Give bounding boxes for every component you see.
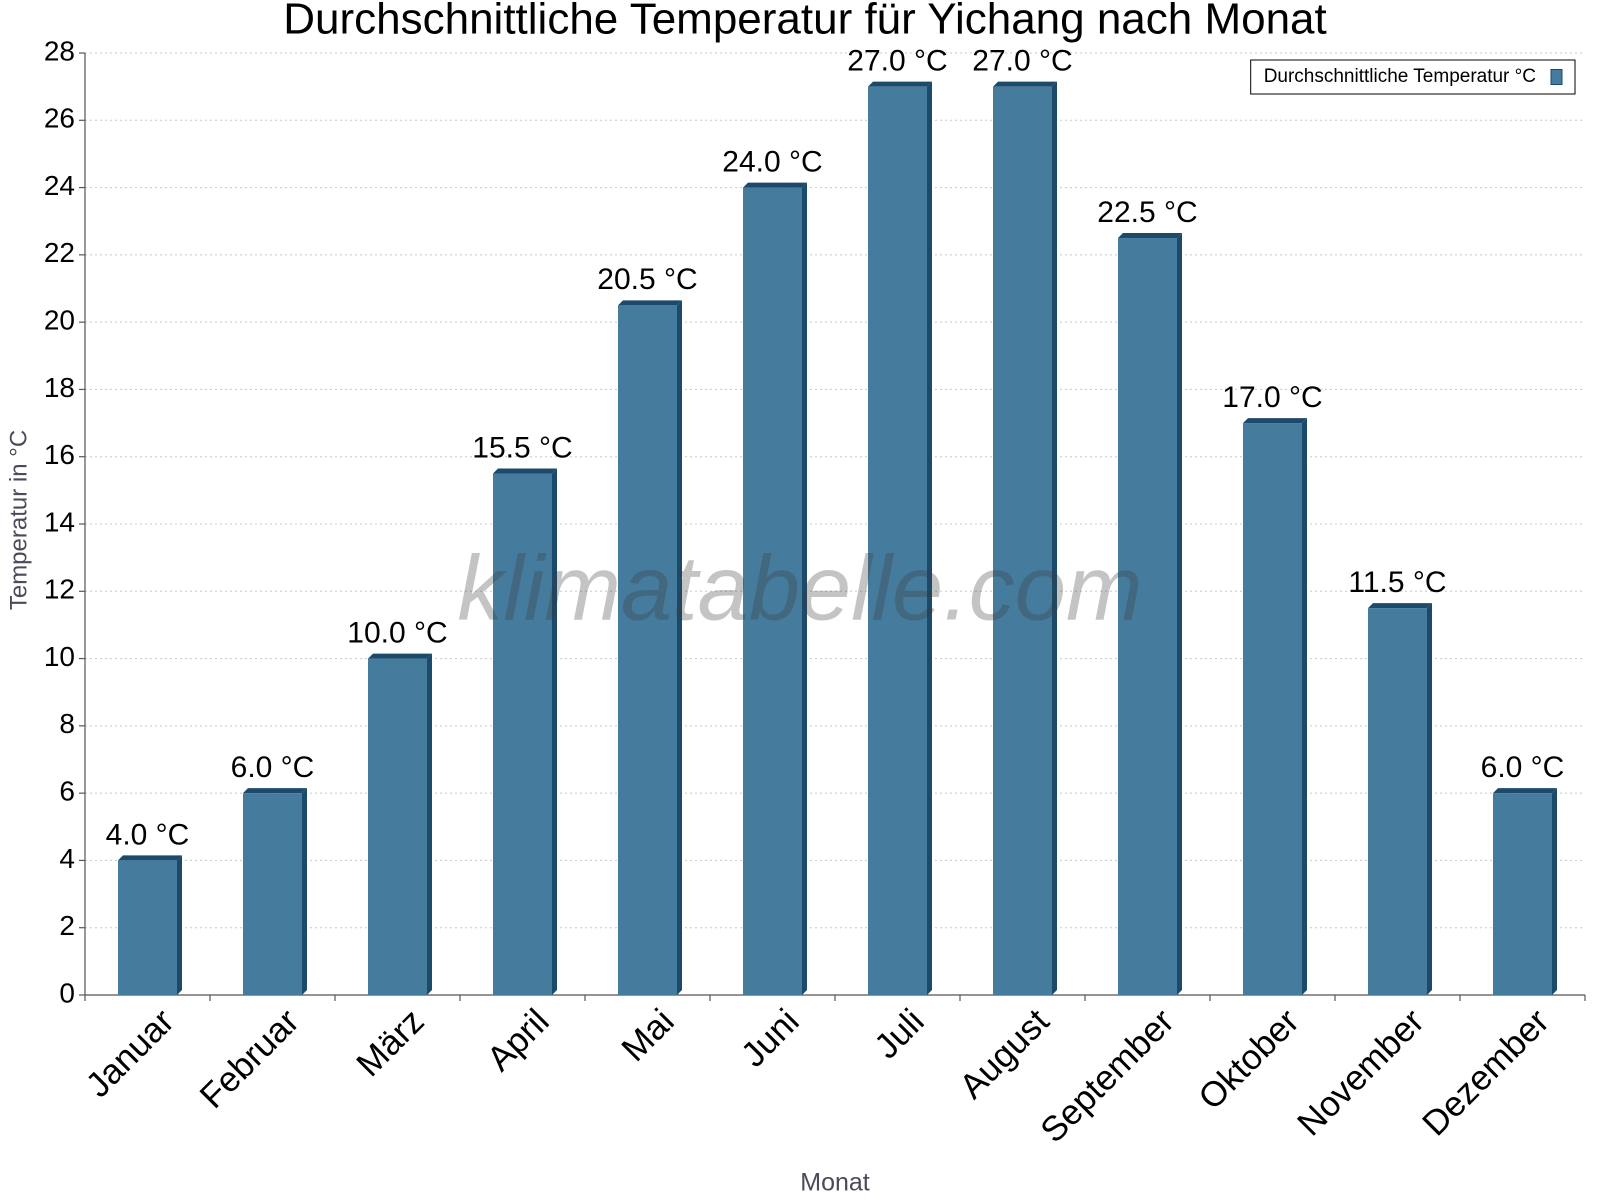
bar [118, 860, 177, 995]
bar [1243, 423, 1302, 996]
bar [1118, 238, 1177, 996]
y-axis-title: Temperatur in °C [5, 430, 32, 610]
bar-top [1368, 603, 1432, 609]
bar-top [868, 81, 932, 87]
bar [618, 305, 677, 996]
chart-title: Durchschnittliche Temperatur für Yichang… [283, 0, 1327, 44]
bar-top [1243, 418, 1307, 424]
bar-top [993, 81, 1057, 87]
value-label: 27.0 °C [972, 45, 1072, 78]
y-tick-label: 26 [44, 103, 75, 134]
y-tick-label: 14 [44, 506, 75, 537]
y-tick-label: 8 [59, 708, 75, 739]
legend-swatch [1550, 69, 1563, 85]
x-axis-title: Monat [800, 1169, 870, 1197]
value-label: 20.5 °C [597, 263, 697, 296]
y-tick-label: 18 [44, 372, 75, 403]
value-label: 6.0 °C [1481, 751, 1565, 784]
y-tick-label: 2 [59, 910, 75, 941]
value-label: 17.0 °C [1222, 381, 1322, 414]
bar [243, 793, 302, 995]
value-label: 10.0 °C [347, 616, 447, 649]
bar-side [927, 81, 932, 995]
bar-top [243, 788, 307, 794]
y-tick-label: 22 [44, 237, 75, 268]
bar-top [743, 182, 807, 188]
value-label: 27.0 °C [847, 45, 947, 78]
value-label: 22.5 °C [1097, 196, 1197, 229]
bar [743, 187, 802, 996]
bar-side [1427, 603, 1432, 995]
y-tick-label: 6 [59, 776, 75, 807]
bar [1493, 793, 1552, 995]
value-label: 11.5 °C [1348, 566, 1446, 599]
bar-top [118, 855, 182, 861]
bar-side [302, 788, 307, 995]
y-tick-label: 4 [59, 843, 75, 874]
bar [493, 473, 552, 995]
bar-side [552, 468, 557, 995]
bar-top [1118, 233, 1182, 239]
bar-side [1552, 788, 1557, 995]
bar-side [177, 855, 182, 995]
y-tick-label: 28 [44, 35, 75, 66]
bar [1368, 608, 1427, 995]
bar-top [368, 653, 432, 659]
watermark: klimatabelle.com [457, 537, 1142, 639]
y-tick-label: 20 [44, 305, 75, 336]
bar-side [677, 300, 682, 996]
bar-side [1052, 81, 1057, 995]
y-tick-label: 12 [44, 574, 75, 605]
y-tick-label: 0 [59, 977, 75, 1008]
bar-side [1177, 233, 1182, 996]
bar-side [427, 653, 432, 995]
y-tick-label: 16 [44, 439, 75, 470]
bar-top [1493, 788, 1557, 794]
bar [368, 658, 427, 995]
legend-box [1250, 59, 1576, 95]
value-label: 6.0 °C [231, 751, 315, 784]
y-tick-label: 24 [44, 170, 75, 201]
bar-side [802, 182, 807, 996]
y-tick-label: 10 [44, 641, 75, 672]
bar-side [1302, 418, 1307, 996]
bar [993, 86, 1052, 995]
bar [868, 86, 927, 995]
legend-label: Durchschnittliche Temperatur °C [1264, 66, 1536, 87]
value-label: 24.0 °C [722, 145, 822, 178]
value-label: 4.0 °C [106, 818, 190, 851]
bar-top [493, 468, 557, 474]
bar-top [618, 300, 682, 306]
legend: Durchschnittliche Temperatur °C [1250, 59, 1576, 95]
value-label: 15.5 °C [472, 431, 572, 464]
